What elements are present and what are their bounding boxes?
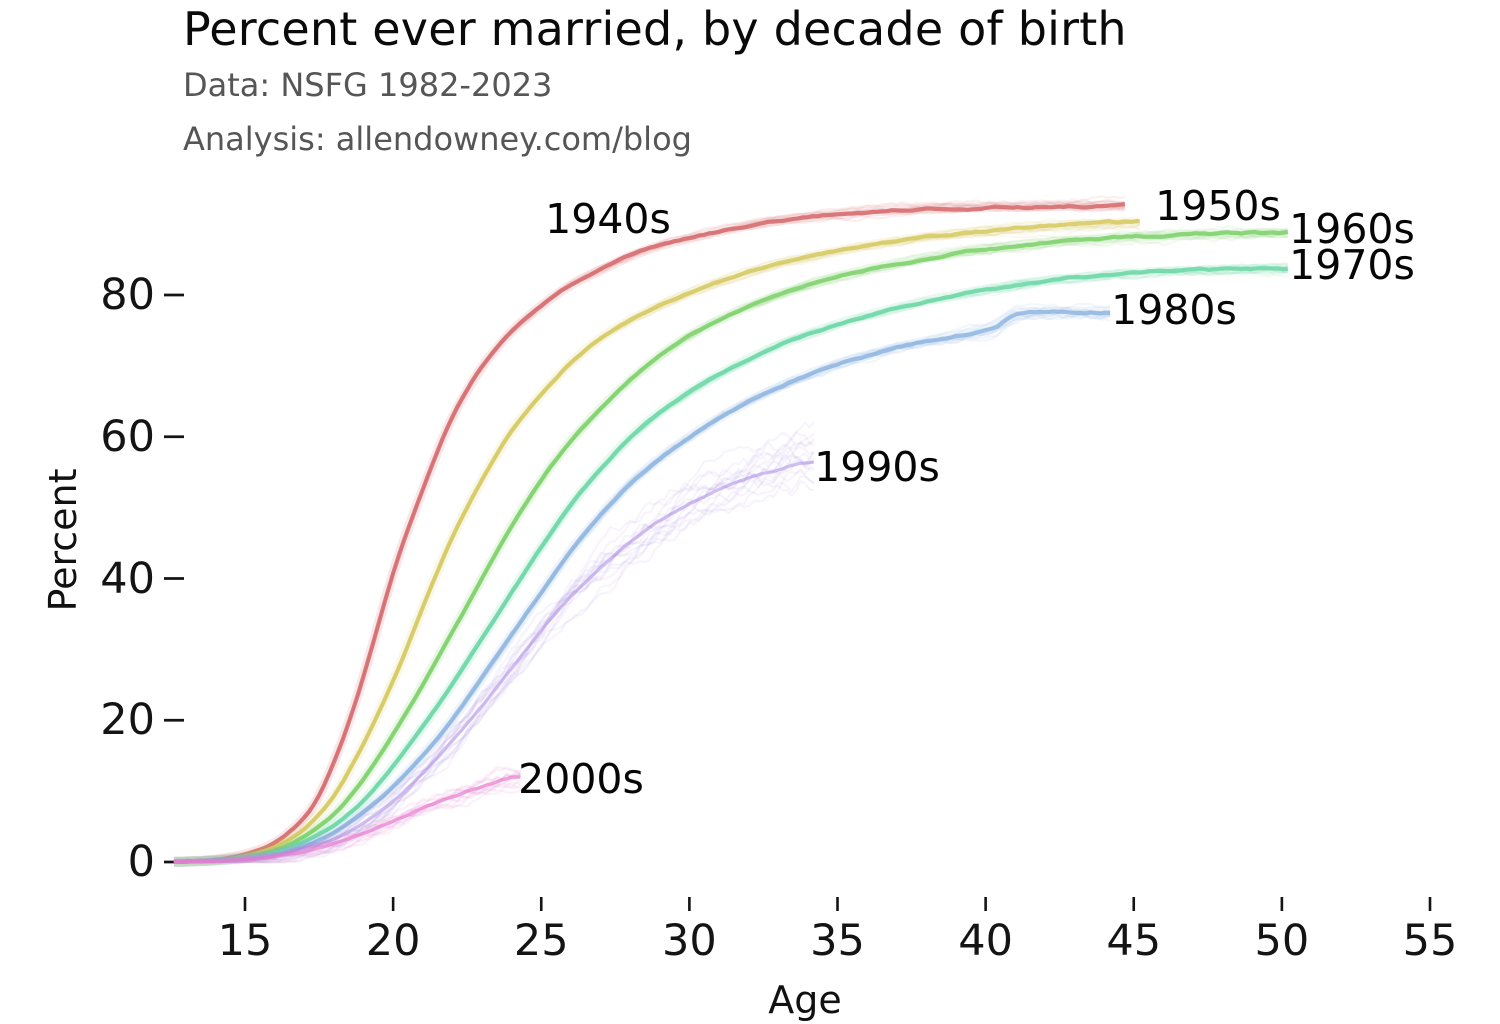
x-tick-label-15: 15 bbox=[217, 916, 273, 966]
x-tick-label-20: 20 bbox=[365, 916, 421, 966]
1990s-trace bbox=[173, 473, 815, 864]
1940s-line bbox=[173, 202, 1126, 864]
x-tick-label-30: 30 bbox=[662, 916, 717, 966]
decade-label-1960s: 1960s bbox=[1289, 205, 1415, 253]
decade-label-1990s: 1990s bbox=[814, 443, 940, 491]
1990s-trace bbox=[173, 433, 815, 863]
y-tick-label-60: 60 bbox=[100, 411, 155, 462]
y-tick-label-20: 20 bbox=[100, 695, 155, 746]
1950s-trace bbox=[173, 219, 1141, 864]
1990s-trace bbox=[173, 460, 814, 864]
1990s-trace bbox=[173, 469, 815, 864]
decade-label-1970s: 1970s bbox=[1289, 241, 1415, 289]
1990s-trace bbox=[173, 421, 815, 862]
decade-label-1940s: 1940s bbox=[545, 195, 671, 243]
1990s-trace bbox=[173, 437, 815, 861]
chart-subtitle-data-source: Data: NSFG 1982-2023 bbox=[183, 66, 553, 104]
x-axis-label: Age bbox=[768, 978, 842, 1022]
decade-label-2000s: 2000s bbox=[518, 755, 644, 803]
1970s-trace bbox=[173, 269, 1289, 864]
x-tick-label-45: 45 bbox=[1106, 916, 1162, 966]
x-tick-label-35: 35 bbox=[810, 916, 865, 966]
decade-label-1980s: 1980s bbox=[1111, 286, 1237, 334]
decade-label-1950s: 1950s bbox=[1155, 182, 1281, 230]
chart-title: Percent ever married, by decade of birth bbox=[183, 2, 1127, 56]
1950s-trace bbox=[173, 219, 1140, 863]
1970s-trace bbox=[173, 266, 1288, 864]
1970s-trace bbox=[173, 263, 1288, 864]
1970s-line bbox=[173, 265, 1289, 864]
2000s-line bbox=[173, 775, 521, 864]
1970s-trace bbox=[173, 270, 1288, 864]
1950s-line bbox=[173, 219, 1140, 864]
1990s-trace bbox=[173, 475, 815, 864]
1980s-line bbox=[173, 309, 1111, 864]
1970s-trace bbox=[173, 269, 1289, 863]
x-tick-label-55: 55 bbox=[1402, 916, 1458, 966]
1970s-trace bbox=[173, 263, 1289, 863]
1950s-trace bbox=[173, 218, 1140, 863]
1970s-trace bbox=[173, 261, 1288, 863]
1960s-line bbox=[173, 229, 1289, 864]
x-tick-label-25: 25 bbox=[513, 916, 569, 966]
y-tick-label-40: 40 bbox=[100, 553, 155, 604]
x-tick-label-40: 40 bbox=[958, 916, 1013, 966]
1970s-band bbox=[173, 263, 1289, 867]
1970s-trace bbox=[173, 268, 1289, 864]
y-tick-label-80: 80 bbox=[100, 270, 155, 320]
1990s-trace bbox=[173, 456, 815, 862]
y-tick-label-0: 0 bbox=[127, 837, 155, 887]
chart-subtitle-analysis: Analysis: allendowney.com/blog bbox=[183, 120, 692, 158]
x-tick-label-50: 50 bbox=[1254, 916, 1310, 966]
1950s-trace bbox=[173, 217, 1141, 863]
